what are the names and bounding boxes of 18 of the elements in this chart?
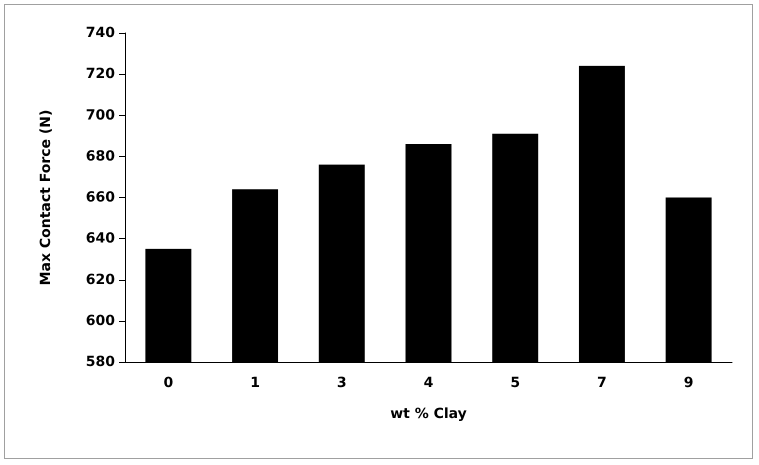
y-tick-label: 720 <box>86 66 116 82</box>
x-tick-label: 4 <box>424 375 434 391</box>
y-tick-label: 580 <box>86 354 116 370</box>
x-tick-label: 9 <box>684 375 694 391</box>
y-axis-title: Max Contact Force (N) <box>38 110 54 286</box>
y-tick-label: 620 <box>86 272 116 288</box>
y-tick-label: 660 <box>86 190 116 206</box>
y-tick-label: 740 <box>86 25 116 41</box>
y-tick-label: 600 <box>86 312 116 329</box>
y-tick-label: 640 <box>86 230 116 247</box>
x-tick-label: 1 <box>250 375 260 391</box>
y-tick-label: 700 <box>86 107 116 124</box>
x-axis-title: wt % Clay <box>390 406 467 422</box>
x-tick-label: 0 <box>163 375 174 391</box>
x-tick-label: 3 <box>336 375 347 391</box>
x-tick-label: 7 <box>597 375 607 391</box>
y-tick-label: 680 <box>86 148 116 164</box>
x-tick-label: 5 <box>510 375 520 391</box>
